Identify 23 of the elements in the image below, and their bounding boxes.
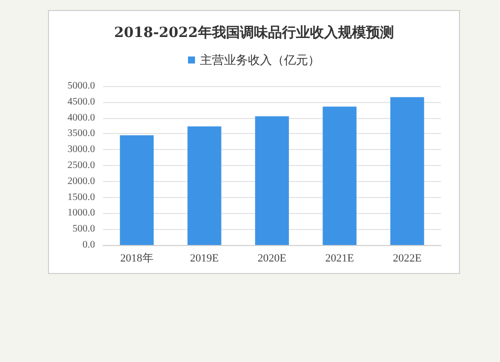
y-tick-label: 4500.0 bbox=[68, 96, 95, 108]
bar bbox=[120, 135, 154, 245]
legend-label: 主营业务收入（亿元） bbox=[200, 53, 320, 67]
x-tick-label: 2021E bbox=[325, 252, 354, 264]
y-tick-label: 2500.0 bbox=[68, 160, 95, 171]
bar bbox=[255, 116, 289, 245]
x-tick-label: 2019E bbox=[190, 252, 220, 264]
y-tick-label: 3500.0 bbox=[68, 128, 95, 140]
chart-title: 2018-2022年我国调味品行业收入规模预测 bbox=[114, 25, 394, 41]
y-tick-label: 1000.0 bbox=[68, 208, 95, 219]
y-tick-label: 4000.0 bbox=[68, 112, 95, 124]
y-tick-label: 2000.0 bbox=[68, 176, 95, 187]
y-tick-label: 0.0 bbox=[82, 240, 95, 250]
y-tick-label: 5000.0 bbox=[68, 80, 95, 92]
bar bbox=[322, 106, 356, 245]
bar bbox=[188, 126, 222, 245]
y-tick-label: 1500.0 bbox=[68, 192, 95, 203]
x-tick-label: 2018年 bbox=[120, 252, 154, 264]
x-tick-label: 2022E bbox=[392, 252, 422, 264]
y-tick-label: 3000.0 bbox=[68, 144, 95, 156]
x-tick-label: 2020E bbox=[258, 252, 287, 264]
y-tick-label: 500.0 bbox=[72, 224, 95, 235]
bar bbox=[390, 97, 424, 245]
